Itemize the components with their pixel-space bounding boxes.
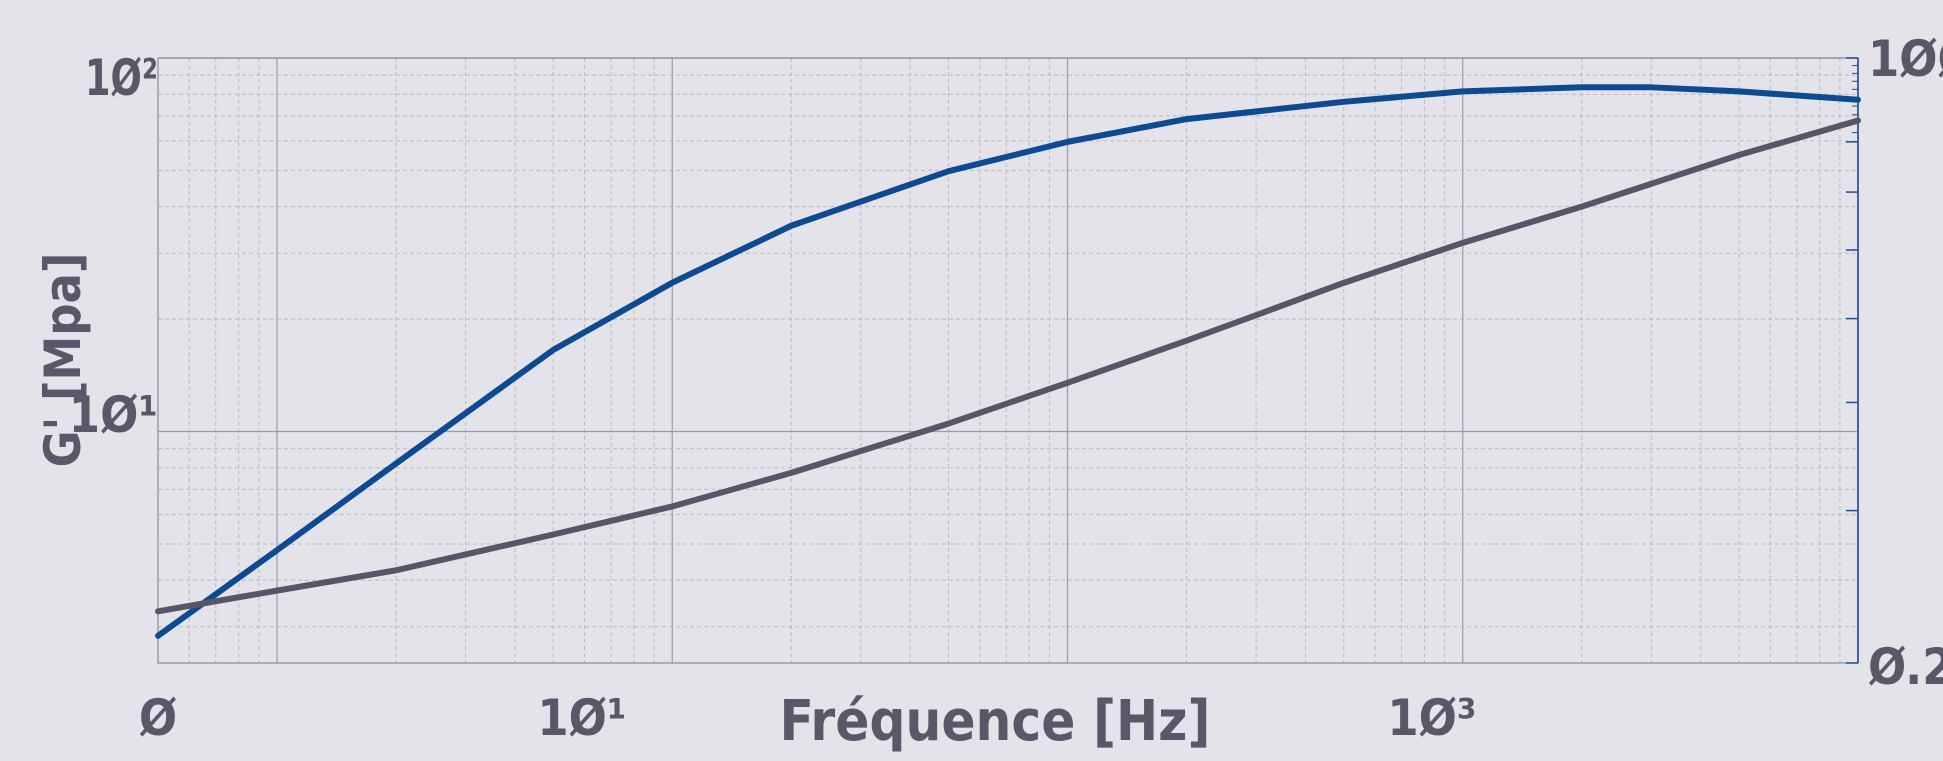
y-left-tick-label-top: 1Ø² [85,49,158,107]
plot-frame [157,57,1859,664]
y-right-tick-label-bottom: Ø.2 [1868,638,1943,696]
y-left-axis-label: G' [Mpa] [34,253,92,468]
x-tick-label-0: Ø [139,689,177,747]
x-axis-label: Fréquence [Hz] [780,689,1211,754]
x-tick-label-1: 1Ø¹ [537,689,626,747]
x-tick-label-2: 1Ø³ [1387,689,1476,747]
right-axis-ticks [1846,57,1858,664]
y-right-tick-label-top: 1ØØ [1868,30,1943,88]
y-left-tick-label-mid: 1Ø¹ [69,386,158,444]
series-line-0 [155,84,1861,639]
grid-minor [157,58,1858,663]
series-layer [155,84,1861,639]
series-line-1 [155,117,1861,615]
grid-major [158,57,1859,663]
